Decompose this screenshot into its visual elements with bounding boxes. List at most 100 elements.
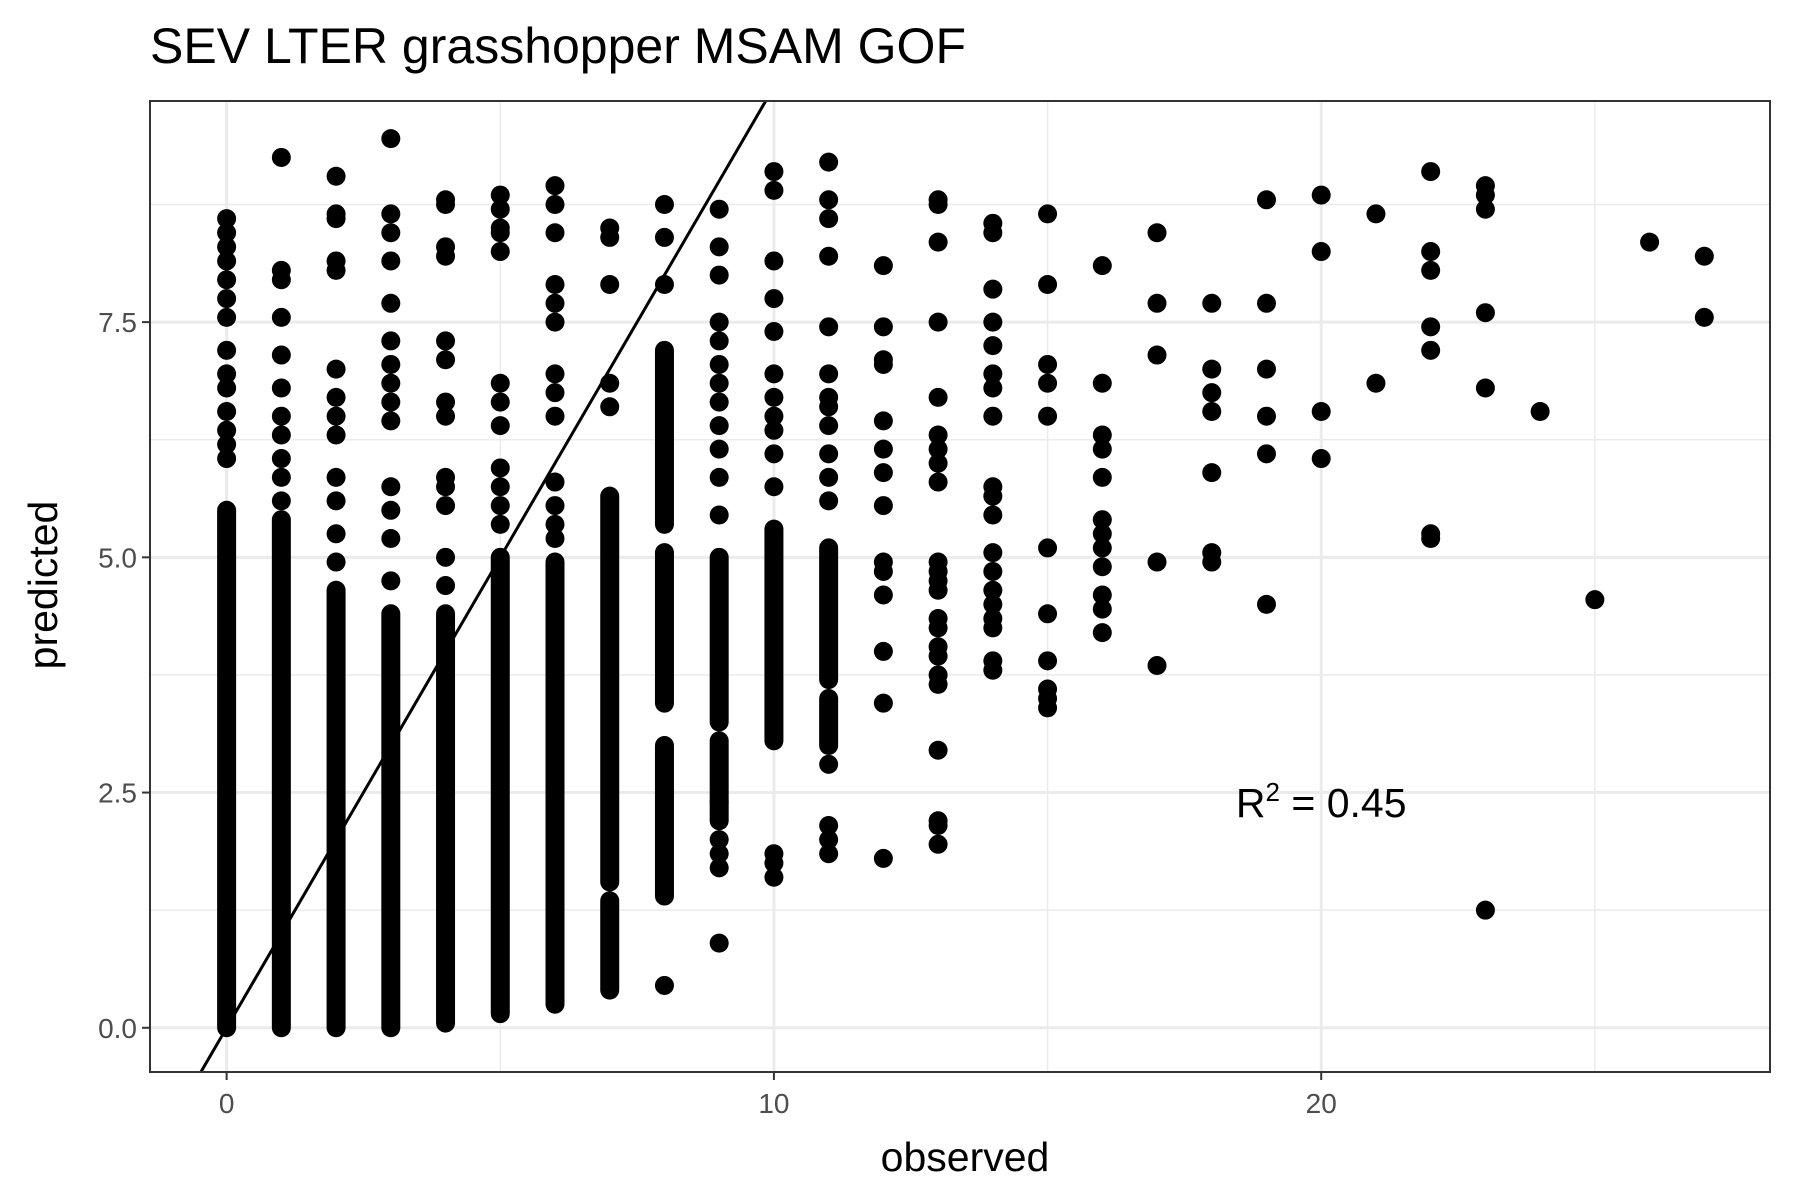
point-cluster: [819, 688, 839, 756]
data-point: [326, 425, 346, 445]
data-point: [1202, 359, 1222, 379]
data-point: [1092, 585, 1112, 605]
data-point: [928, 811, 948, 831]
data-point: [381, 129, 401, 149]
data-point: [819, 387, 839, 407]
data-point: [928, 472, 948, 492]
data-point: [271, 449, 291, 469]
point-cluster: [654, 543, 674, 713]
data-point: [1147, 223, 1167, 243]
data-point: [545, 194, 565, 214]
data-point: [1202, 543, 1222, 563]
data-point: [436, 496, 456, 516]
data-point: [983, 378, 1003, 398]
data-point: [709, 792, 729, 812]
data-point: [1092, 425, 1112, 445]
data-point: [1038, 274, 1058, 294]
data-point: [326, 204, 346, 224]
data-point: [873, 350, 893, 370]
data-point: [764, 322, 784, 342]
data-point: [1038, 679, 1058, 699]
data-point: [490, 199, 510, 219]
data-point: [928, 232, 948, 252]
data-point: [983, 543, 1003, 563]
data-point: [490, 218, 510, 238]
data-point: [381, 500, 401, 520]
data-point: [545, 529, 565, 549]
data-point: [1202, 293, 1222, 313]
y-axis-title: predicted: [20, 501, 66, 670]
data-point: [1311, 185, 1331, 205]
chart-title: SEV LTER grasshopper MSAM GOF: [150, 18, 966, 74]
data-point: [545, 383, 565, 403]
point-cluster: [654, 736, 674, 906]
data-point: [381, 571, 401, 591]
data-point: [217, 420, 237, 440]
data-point: [545, 223, 565, 243]
data-point: [928, 552, 948, 572]
data-point: [217, 237, 237, 257]
data-point: [819, 467, 839, 487]
data-point: [545, 364, 565, 384]
data-point: [545, 274, 565, 294]
point-cluster: [436, 604, 456, 1033]
data-point: [873, 693, 893, 713]
data-point: [928, 387, 948, 407]
data-point: [709, 312, 729, 332]
data-point: [709, 439, 729, 459]
data-point: [490, 477, 510, 497]
data-point: [326, 406, 346, 426]
data-point: [217, 364, 237, 384]
data-point: [1092, 623, 1112, 643]
data-point: [764, 162, 784, 182]
data-point: [1038, 651, 1058, 671]
panel-border: [149, 100, 1771, 1073]
data-point: [764, 867, 784, 887]
data-point: [326, 251, 346, 271]
data-point: [764, 364, 784, 384]
data-point: [819, 364, 839, 384]
data-point: [654, 227, 674, 247]
data-point: [873, 439, 893, 459]
data-point: [1147, 656, 1167, 676]
data-point: [928, 608, 948, 628]
data-point: [545, 176, 565, 196]
data-point: [271, 260, 291, 280]
data-point: [1202, 463, 1222, 483]
data-point: [819, 830, 839, 850]
data-point: [928, 665, 948, 685]
data-point: [326, 524, 346, 544]
x-tick-label: 0: [219, 1088, 235, 1119]
data-point: [490, 373, 510, 393]
data-point: [928, 425, 948, 445]
data-point: [764, 444, 784, 464]
data-point: [600, 397, 620, 417]
data-point: [217, 289, 237, 309]
data-point: [1092, 524, 1112, 544]
data-point: [271, 425, 291, 445]
data-points: [217, 129, 1714, 1038]
data-point: [709, 830, 729, 850]
y-tick-label: 2.5: [98, 778, 137, 809]
data-point: [271, 406, 291, 426]
data-point: [545, 293, 565, 313]
data-point: [217, 401, 237, 421]
data-point: [928, 439, 948, 459]
data-point: [709, 416, 729, 436]
data-point: [381, 411, 401, 431]
data-point: [545, 472, 565, 492]
data-point: [1147, 345, 1167, 365]
data-point: [381, 477, 401, 497]
data-point: [983, 608, 1003, 628]
data-point: [764, 289, 784, 309]
axis-ticks: 0 10 20 0.0 2.5 5.0 7.5: [98, 307, 1337, 1119]
data-point: [436, 392, 456, 412]
data-point: [1475, 900, 1495, 920]
data-point: [1092, 538, 1112, 558]
data-point: [1256, 190, 1276, 210]
point-cluster: [600, 486, 620, 892]
data-point: [764, 180, 784, 200]
data-point: [764, 420, 784, 440]
data-point: [1421, 340, 1441, 360]
